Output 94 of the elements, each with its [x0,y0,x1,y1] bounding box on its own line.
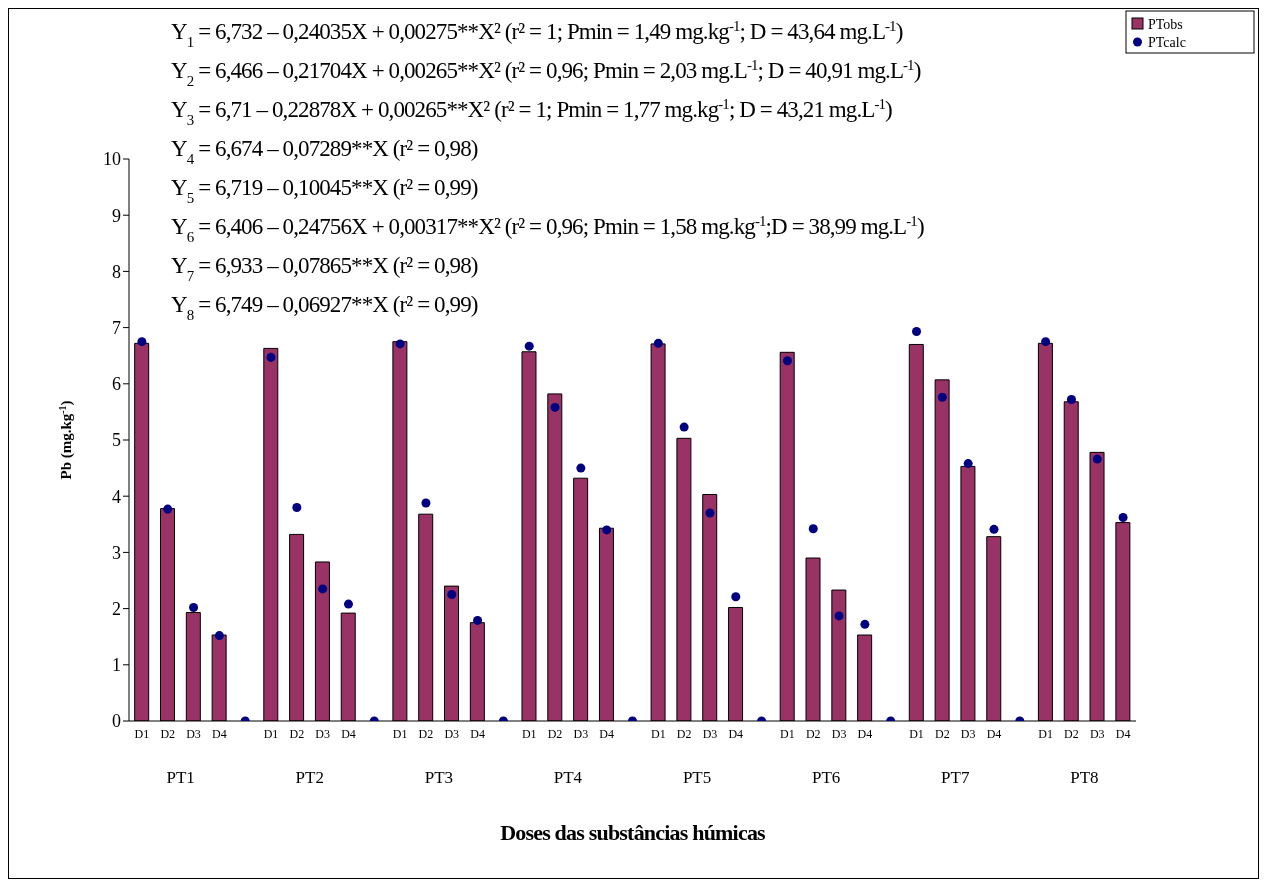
legend-label: PTobs [1148,17,1183,32]
point [653,338,663,348]
y-tick-label: 5 [112,430,121,451]
y-tick-label: 0 [112,711,121,732]
text: PT4 [553,768,583,787]
point [318,584,328,594]
x-tick-label: D3 [960,726,976,741]
x-tick-label: D2 [676,726,692,741]
point [912,327,922,337]
annotation: Y$_{8}$ = 6,749 – 0,06927**X (r² = 0,99) [171,292,478,323]
x-tick-label: D1 [392,726,408,741]
point [937,392,947,402]
point [731,592,741,602]
text: PT7 [941,768,970,787]
x-tick-label: D4 [986,726,1002,741]
point [576,463,586,473]
x-tick-label: D1 [650,726,666,741]
point [860,619,870,629]
x-axis-title: Doses das substâncias húmicas [500,820,767,845]
point [602,525,612,535]
x-tick-label: D4 [470,726,485,741]
x-tick-label: D1 [263,726,279,741]
point [550,402,560,412]
point [1041,337,1051,347]
x-tick-label: D3 [573,726,589,741]
x-tick-label: D1 [780,726,795,741]
text: PT5 [682,768,712,787]
point [214,631,224,641]
text: Y$_{3}$ = 6,71 – 0,22878X + 0,00265**X² (r² = 1; Pmin = 1,77 mg.kg$^{-1}$; D = 43,21 mg.L$^{-1}$) [171,96,893,128]
point [395,339,405,349]
point [343,599,353,609]
text: PT3 [424,768,454,787]
x-tick-label: D4 [212,726,227,741]
text: PT8 [1070,768,1099,787]
point [705,508,715,518]
y-tick-label: 8 [112,261,121,282]
y-tick-label: 2 [112,598,121,619]
x-tick-label: D3 [186,726,201,741]
y-tick-label: 1 [112,655,121,676]
point [679,422,689,432]
x-tick-label: D2 [935,726,950,741]
x-tick-label: D3 [444,726,460,741]
text: PT6 [811,768,841,787]
point [447,590,457,600]
point [808,524,818,534]
annotation: Y$_{7}$ = 6,933 – 0,07865**X (r² = 0,98) [171,253,478,284]
text: Y$_{1}$ = 6,732 – 0,24035X + 0,00275**X² (r² = 1; Pmin = 1,49 mg.kg$^{-1}$; D = 43,64 mg.L$^{-1}$) [171,18,903,50]
y-tick-label: 7 [112,317,121,338]
x-tick-label: D2 [547,726,563,741]
x-tick-label: D2 [418,726,434,741]
x-tick-label: D3 [831,726,847,741]
x-tick-label: D2 [1064,726,1079,741]
text: PT2 [295,768,324,787]
annotation: Y$_{4}$ = 6,674 – 0,07289**X (r² = 0,98) [171,136,478,167]
point [989,524,999,534]
x-tick-label: D2 [289,726,305,741]
point [1092,454,1102,464]
annotation: Y$_{5}$ = 6,719 – 0,10045**X (r² = 0,99) [171,175,478,206]
annotation: Y$_{6}$ = 6,406 – 0,24756X + 0,00317**X² (r² = 0,96; Pmin = 1,58 mg.kg$^{-1}$;D = 38,99 mg.L$^{-1}$) [171,213,924,245]
x-tick-label: D4 [857,726,873,741]
point [524,341,534,351]
y-tick-label: 3 [112,542,121,563]
point [1066,395,1076,405]
legend-label: PTcalc [1148,35,1186,50]
y-tick-label: 10 [103,149,121,170]
text: Y$_{2}$ = 6,466 – 0,21704X + 0,00265**X² (r² = 0,96; Pmin = 2,03 mg.L$^{-1}$; D = 40,91 mg.L$^{-1}$) [171,57,921,89]
x-tick-label: D2 [160,726,176,741]
x-tick-label: D1 [134,726,150,741]
y-tick-label: 6 [112,374,121,395]
x-tick-label: D1 [1038,726,1053,741]
y-tick-label: 4 [112,486,121,507]
point [189,602,199,612]
x-tick-label: D4 [728,726,744,741]
point [421,498,431,508]
x-tick-label: D3 [315,726,330,741]
text: PT1 [166,768,195,787]
point [266,352,276,362]
point [1118,513,1128,523]
x-tick-label: D2 [805,726,821,741]
x-tick-label: D3 [702,726,718,741]
point [963,459,973,469]
x-tick-label: D4 [341,726,356,741]
point [292,502,302,512]
x-tick-label: D1 [521,726,537,741]
point [137,337,147,347]
x-tick-label: D3 [1089,726,1105,741]
point [473,615,483,625]
point [163,504,173,514]
point [782,356,792,366]
y-tick-label: 9 [112,205,121,226]
x-tick-label: D4 [1115,726,1131,741]
x-tick-label: D4 [599,726,615,741]
point [834,611,844,621]
x-tick-label: D1 [909,726,924,741]
